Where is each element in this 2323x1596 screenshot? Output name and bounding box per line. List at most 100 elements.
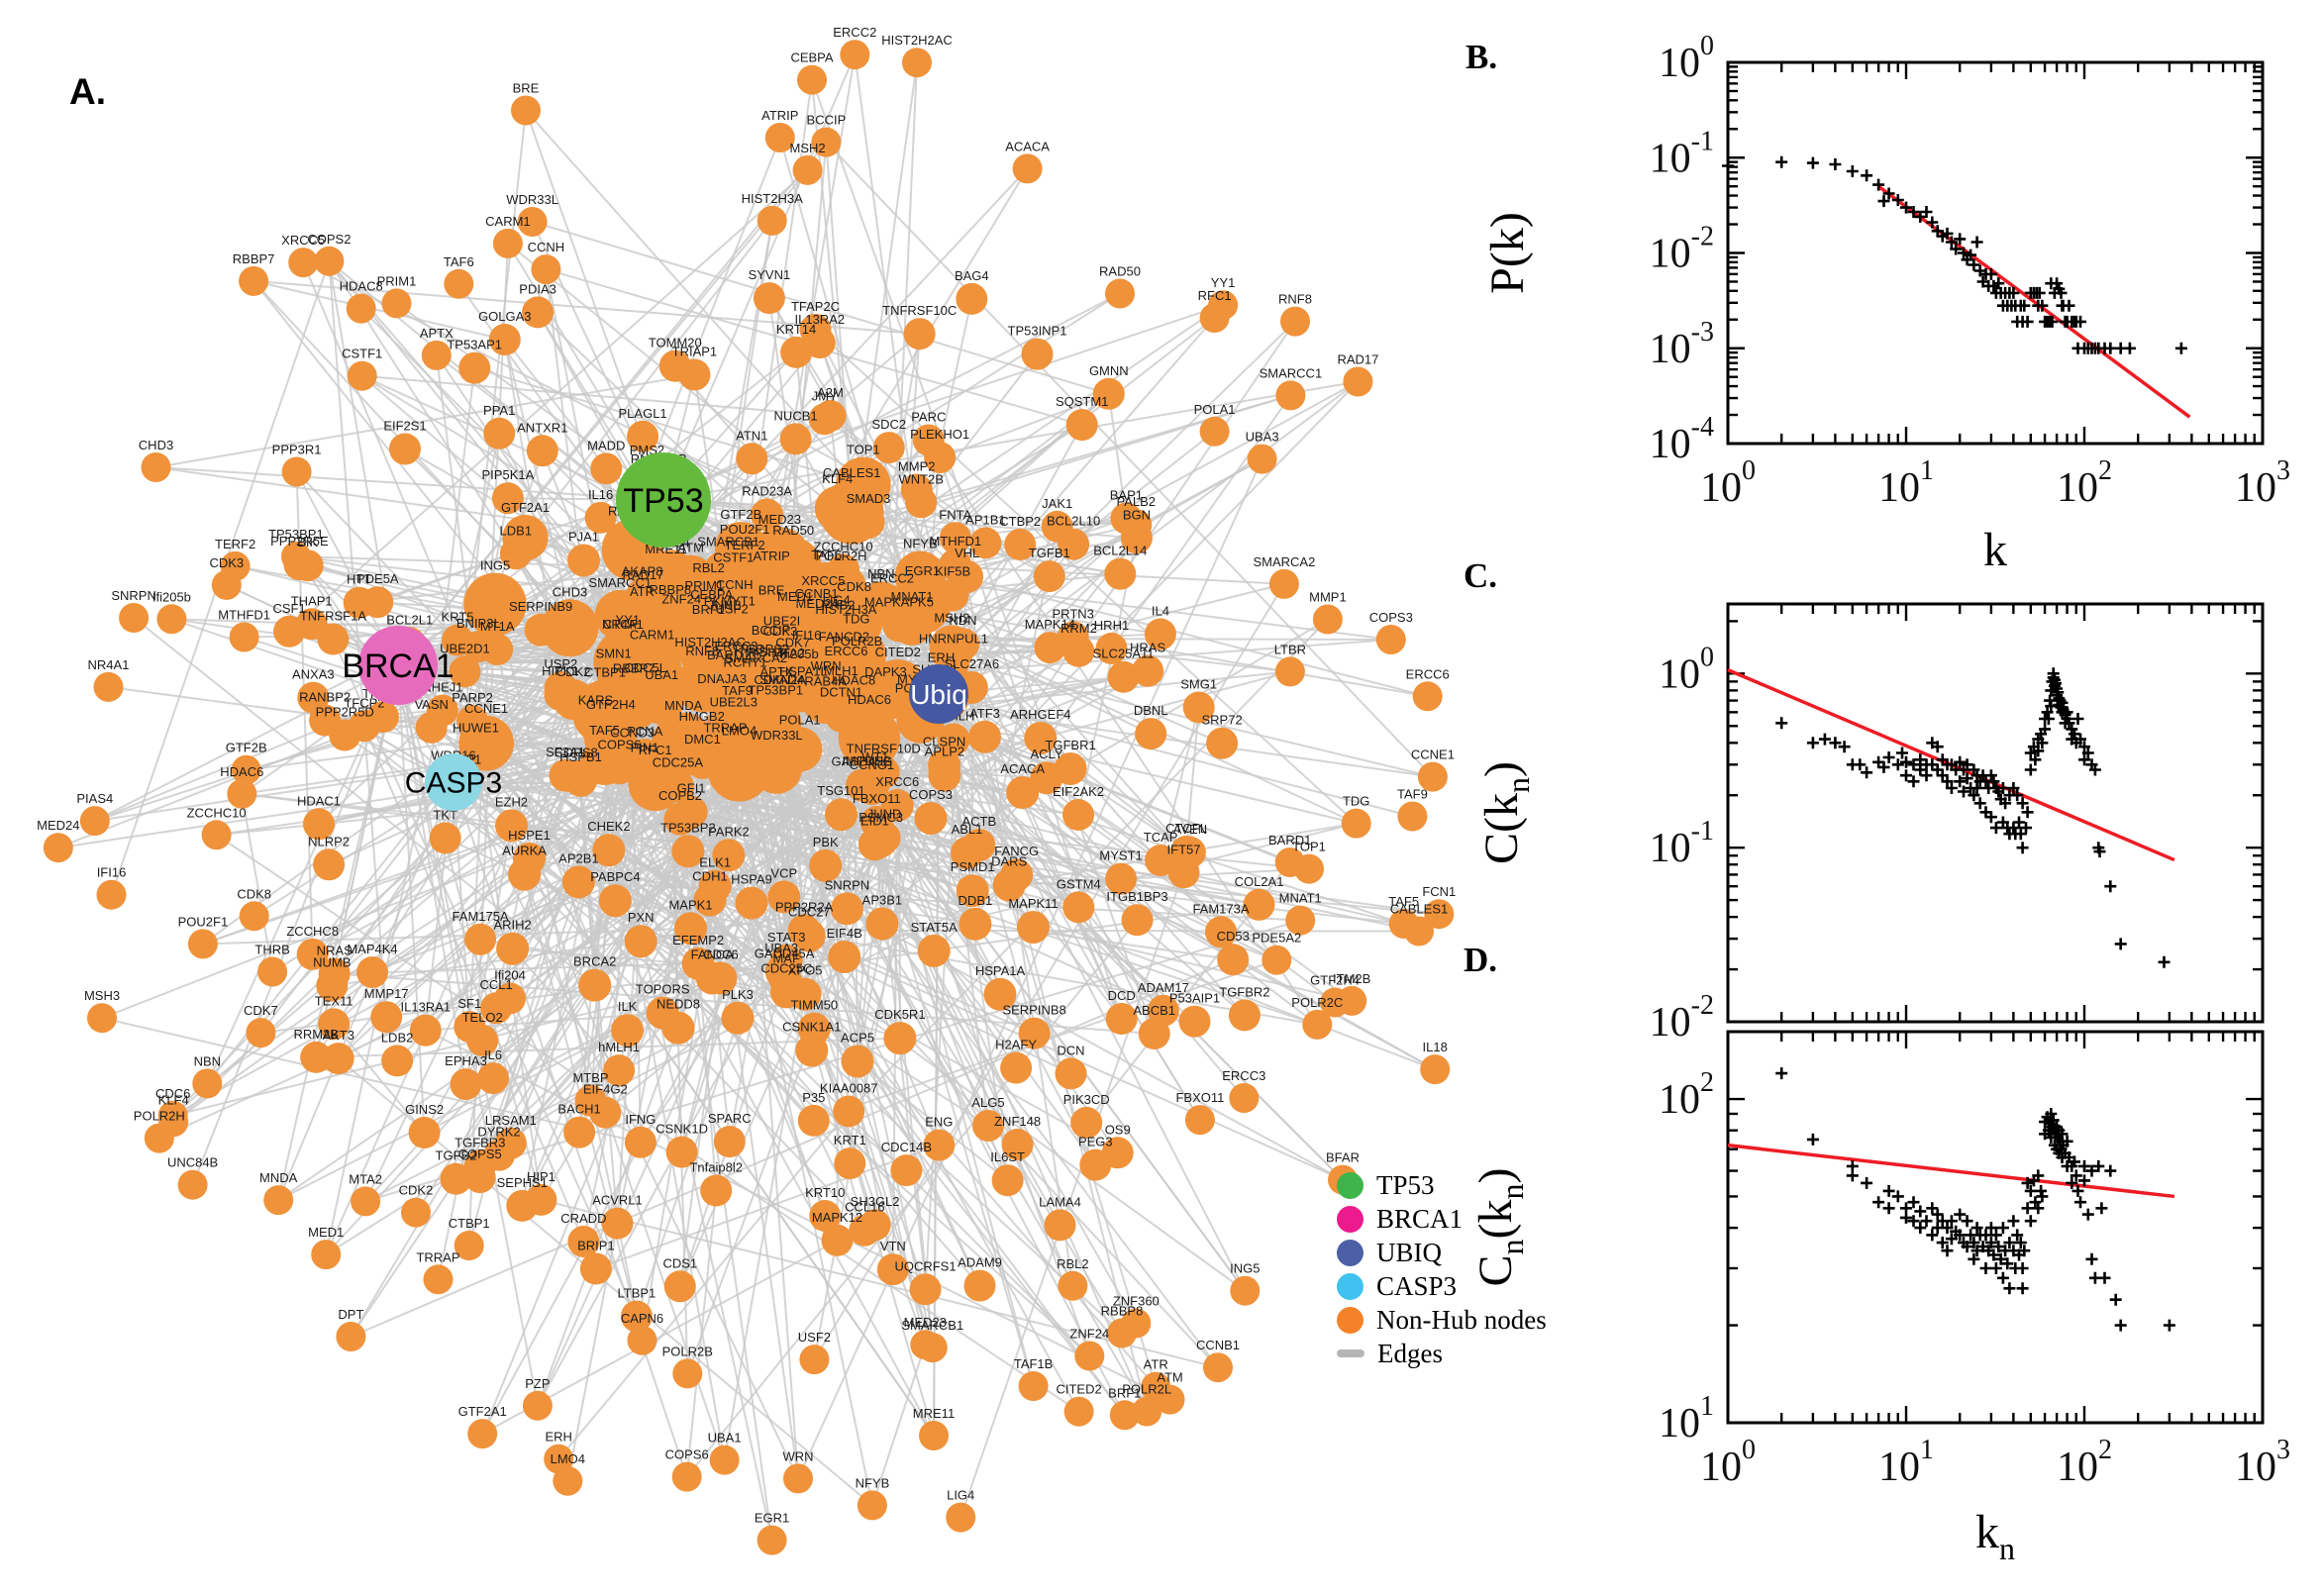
network-node-label: TRRAP	[416, 1249, 459, 1264]
network-node-label: CDK8	[837, 579, 871, 594]
network-node-label: PSMC3	[858, 810, 903, 825]
network-node-label: IL4	[1152, 604, 1169, 619]
network-node	[764, 123, 795, 152]
network-node	[841, 1045, 874, 1078]
network-node-label: ATRIP	[754, 549, 790, 563]
network-node-label: SLC27A6	[944, 656, 999, 671]
network-node	[409, 1014, 442, 1047]
tick-label: 102	[1659, 1067, 1714, 1123]
network-node-label: BAG4	[955, 268, 989, 283]
network-node	[1144, 618, 1176, 650]
hub-node-tp53	[616, 452, 711, 548]
network-node	[1320, 987, 1351, 1018]
network-node-label: DMC1	[684, 732, 721, 747]
network-node	[712, 839, 746, 872]
network-node-label: RRM2	[1060, 621, 1097, 636]
network-node-label: PABPC4	[590, 869, 640, 884]
network-node-label: RBBP8	[649, 582, 691, 597]
network-node-label: MNDA	[259, 1170, 298, 1185]
network-node	[336, 1322, 366, 1351]
network-node-label: BCL2L10	[1047, 514, 1100, 529]
network-node-label: RRM2B	[293, 1027, 339, 1042]
network-node-label: PIAS4	[76, 791, 113, 806]
network-node-label: FAM173A	[1192, 901, 1249, 916]
network-node	[909, 1273, 942, 1306]
network-node	[239, 265, 269, 296]
network-node	[624, 1126, 656, 1158]
network-node	[1184, 1105, 1215, 1136]
network-node-label: RAD50	[1099, 264, 1141, 279]
network-node	[1055, 1057, 1087, 1090]
network-node-label: WT1	[861, 749, 888, 764]
network-node-label: ERCC6	[1406, 666, 1450, 681]
network-node-label: MSH2	[790, 141, 826, 155]
network-node	[567, 544, 600, 577]
network-node-label: SMG1	[1180, 677, 1217, 692]
network-node	[421, 340, 452, 370]
legend-label: BRCA1	[1376, 1203, 1464, 1234]
network-node-label: PARP2	[452, 690, 493, 705]
network-node	[1341, 808, 1371, 839]
network-node-label: ATRIP	[761, 108, 798, 123]
network-node-label: PBK	[813, 835, 839, 849]
tick-label: 101	[1878, 455, 1934, 511]
network-node	[517, 207, 548, 237]
network-node-label: COL2A1	[1235, 874, 1284, 889]
network-node	[767, 880, 801, 914]
network-node-label: EFEMP2	[672, 933, 724, 948]
network-node	[1018, 1371, 1049, 1401]
network-node	[347, 360, 377, 391]
network-node-label: CDC5L	[624, 660, 666, 675]
network-node-label: NLRP2	[308, 834, 350, 848]
network-node	[506, 1189, 539, 1222]
network-node-label: YY1	[1211, 275, 1236, 290]
network-node	[674, 795, 708, 829]
network-node	[1268, 568, 1299, 599]
network-node-label: FANCD2	[819, 629, 869, 644]
network-node-label: SMARCC1	[1260, 365, 1323, 380]
network-node-label: PRIM1	[684, 578, 724, 593]
network-node-label: GOLGA3	[478, 309, 531, 324]
network-node	[799, 313, 832, 346]
network-node-label: MAF	[772, 951, 800, 966]
network-node-label: NUMB	[313, 955, 351, 970]
network-node-label: ACP5	[841, 1031, 874, 1046]
network-node-label: CDK7	[775, 635, 810, 649]
network-node-label: SMARCA2	[725, 650, 787, 665]
network-node-label: GSTM4	[1057, 876, 1101, 891]
network-node	[1044, 1209, 1076, 1242]
x-axis-label: kn	[1975, 1506, 2015, 1566]
axis-ticks	[1726, 60, 2265, 446]
network-node-label: POLR2L	[1122, 1382, 1171, 1397]
network-node-label: BRF1	[1108, 1385, 1141, 1400]
network-node	[830, 892, 863, 926]
network-node-label: SRP72	[1201, 713, 1242, 728]
network-node-label: TKT	[433, 808, 457, 823]
network-node-label: PIN1	[631, 740, 659, 754]
network-node-label: BAP1	[1110, 488, 1143, 503]
network-node	[1294, 853, 1324, 884]
network-node-label: NBN	[194, 1053, 221, 1068]
network-node	[792, 919, 826, 952]
network-node-label: KIAA0087	[820, 1081, 878, 1096]
network-node-label: CEBPA	[690, 587, 733, 602]
network-node	[821, 1224, 854, 1256]
network-node-label: EID1	[860, 813, 889, 828]
network-node-label: VTN	[880, 1239, 906, 1253]
network-node-label: TOMM20	[649, 336, 702, 350]
network-node	[1302, 1009, 1333, 1040]
network-node	[1033, 560, 1065, 593]
network-node	[1021, 338, 1054, 370]
network-node	[890, 1154, 923, 1187]
network-node	[467, 1419, 498, 1449]
network-node-label: RNF8	[1278, 292, 1312, 307]
network-node-label: MADD	[587, 438, 625, 452]
network-node	[246, 1018, 276, 1048]
network-node-label: HDAC8	[340, 279, 383, 294]
network-node	[408, 1117, 441, 1148]
network-node-label: GADD45G	[832, 754, 893, 769]
network-node	[797, 1104, 830, 1137]
network-node-label: SNRPN	[111, 588, 156, 603]
network-node	[456, 705, 489, 737]
network-node-label: WDR33L	[751, 728, 803, 743]
